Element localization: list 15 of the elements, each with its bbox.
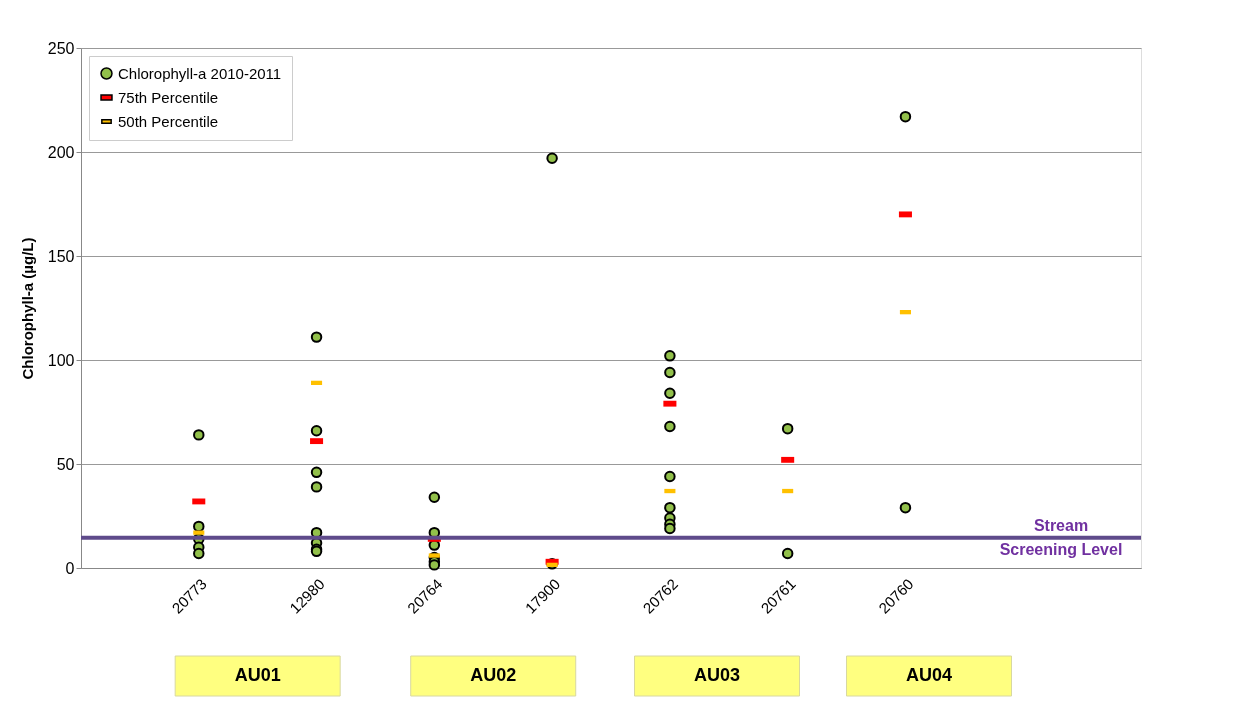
y-tick-label: 250: [47, 39, 75, 57]
y-tick-label: 100: [47, 351, 75, 369]
text: AU03: [693, 665, 741, 685]
y-tick-label: 150: [47, 247, 75, 265]
y-axis-title: Chlorophyll-a (µg/L): [18, 237, 36, 380]
text: AU04: [905, 665, 953, 685]
legend-label: 50th Percentile: [118, 112, 219, 130]
text: AU02: [470, 665, 517, 685]
y-tick-label: 50: [56, 455, 75, 473]
text: AU01: [234, 665, 281, 685]
y-tick-label: 0: [65, 559, 75, 577]
y-tick-label: 200: [47, 143, 75, 161]
ref-line-label: Stream Screening Level: [999, 516, 1123, 558]
legend-label: Chlorophyll-a 2010-2011: [118, 64, 282, 82]
legend-label: 75th Percentile: [118, 88, 219, 106]
